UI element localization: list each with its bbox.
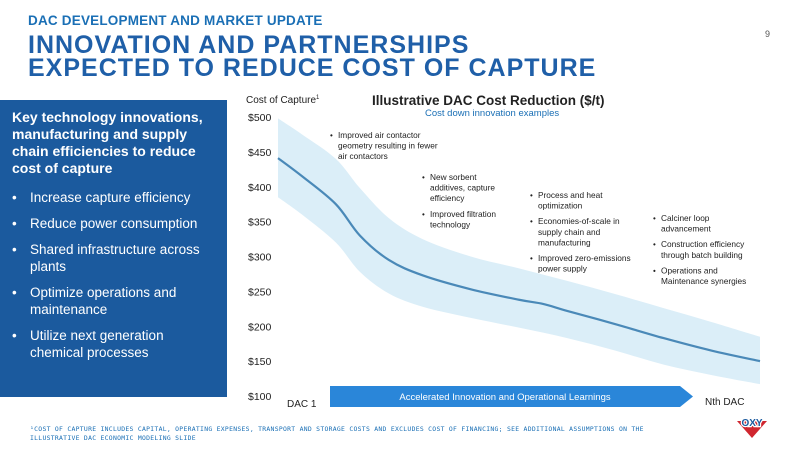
annotation-bullet-icon: • xyxy=(530,191,533,200)
bullet-dot-icon: • xyxy=(12,190,17,205)
annotation-text: geometry resulting in fewer xyxy=(338,141,438,151)
page-title-line-1: INNOVATION AND PARTNERSHIPS xyxy=(28,31,470,59)
innovation-arrow-label: Accelerated Innovation and Operational L… xyxy=(399,392,611,403)
annotation-text: efficiency xyxy=(430,193,465,203)
annotation-text: manufacturing xyxy=(538,237,591,247)
annotation-text: Operations and xyxy=(661,265,718,275)
y-tick-label: $150 xyxy=(248,356,272,368)
page-title-line-2: EXPECTED TO REDUCE COST OF CAPTURE xyxy=(28,54,597,82)
annotation-text: advancement xyxy=(661,224,712,234)
left-panel-bullet: • Reduce power consumption xyxy=(12,215,219,232)
annotation-bullet-icon: • xyxy=(653,266,656,275)
y-tick-label: $100 xyxy=(248,391,272,403)
annotation-text: Process and heat xyxy=(538,190,603,200)
annotation-text: technology xyxy=(430,219,471,229)
annotation-text: through batch building xyxy=(661,250,743,260)
annotation-text: supply chain and xyxy=(538,227,601,237)
left-panel-bullet-text: Shared infrastructure across plants xyxy=(30,242,200,274)
y-tick-label: $500 xyxy=(248,112,272,124)
annotation-text: Maintenance synergies xyxy=(661,276,746,286)
y-tick-label: $300 xyxy=(248,252,272,264)
oxy-logo-triangle xyxy=(737,421,767,438)
annotation-text: air contactors xyxy=(338,151,388,161)
left-panel-bullet: • Optimize operations and maintenance xyxy=(12,284,219,318)
y-tick-label: $250 xyxy=(248,286,272,298)
page-number: 9 xyxy=(764,29,770,39)
footnote: ¹COST OF CAPTURE INCLUDES CAPITAL, OPERA… xyxy=(30,425,644,442)
x-start-label: DAC 1 xyxy=(287,399,317,410)
left-panel-bullet-text: Utilize next generation chemical process… xyxy=(30,328,164,360)
annotation-text: Construction efficiency xyxy=(661,239,745,249)
annotation-bullet-icon: • xyxy=(530,217,533,226)
left-panel-bullet: • Shared infrastructure across plants xyxy=(12,241,219,275)
left-panel-bullet-text: Optimize operations and maintenance xyxy=(30,285,177,317)
annotation-bullet-icon: • xyxy=(530,254,533,263)
x-end-label: Nth DAC xyxy=(705,397,744,408)
innovation-arrow xyxy=(330,386,693,407)
annotation-text: New sorbent xyxy=(430,172,477,182)
oxy-logo-text: OXY xyxy=(741,418,762,429)
annotation-text: Economies-of-scale in xyxy=(538,216,620,226)
bullet-dot-icon: • xyxy=(12,216,17,231)
annotation-text: Improved air contactor xyxy=(338,130,421,140)
left-panel-heading: Key technology innovations, manufacturin… xyxy=(12,109,203,176)
page-title: INNOVATION AND PARTNERSHIPS EXPECTED TO … xyxy=(28,31,597,82)
annotation-text: optimization xyxy=(538,201,583,211)
annotation-bullet-icon: • xyxy=(653,214,656,223)
chart-title: Illustrative DAC Cost Reduction ($/t) xyxy=(372,93,605,108)
left-panel-bullet: • Utilize next generation chemical proces… xyxy=(12,327,219,361)
left-panel: Key technology innovations, manufacturin… xyxy=(0,100,227,397)
annotation-bullet-icon: • xyxy=(653,240,656,249)
annotation-text: Improved filtration xyxy=(430,209,496,219)
y-tick-label: $350 xyxy=(248,217,272,229)
cost-curve-line xyxy=(277,157,761,363)
annotation-text: power supply xyxy=(538,264,588,274)
y-axis-label: Cost of Capture1 xyxy=(246,95,320,106)
left-panel-bullet-list: • Increase capture efficiency • Reduce pow… xyxy=(0,189,227,361)
left-panel-bullet-text: Increase capture efficiency xyxy=(30,190,191,205)
bullet-dot-icon: • xyxy=(12,242,17,257)
chart-subtitle: Cost down innovation examples xyxy=(425,108,560,119)
y-tick-label: $400 xyxy=(248,182,272,194)
bullet-dot-icon: • xyxy=(12,328,17,343)
y-tick-label: $200 xyxy=(248,321,272,333)
y-axis-label-superscript: 1 xyxy=(316,95,320,101)
y-tick-label: $450 xyxy=(248,147,272,159)
annotation-bullet-icon: • xyxy=(422,210,425,219)
left-panel-bullet-text: Reduce power consumption xyxy=(30,216,198,231)
annotation-text: Calciner loop xyxy=(661,213,710,223)
annotation-bullet-icon: • xyxy=(422,173,425,182)
oxy-logo: OXY xyxy=(737,417,767,438)
left-panel-bullet: • Increase capture efficiency xyxy=(12,189,219,206)
annotation-text: Improved zero-emissions xyxy=(538,253,631,263)
annotation-bullet-icon: • xyxy=(330,131,333,140)
section-kicker: DAC DEVELOPMENT AND MARKET UPDATE xyxy=(28,13,323,28)
annotation-text: additives, capture xyxy=(430,183,495,193)
bullet-dot-icon: • xyxy=(12,285,17,300)
cost-range-band xyxy=(278,118,760,385)
